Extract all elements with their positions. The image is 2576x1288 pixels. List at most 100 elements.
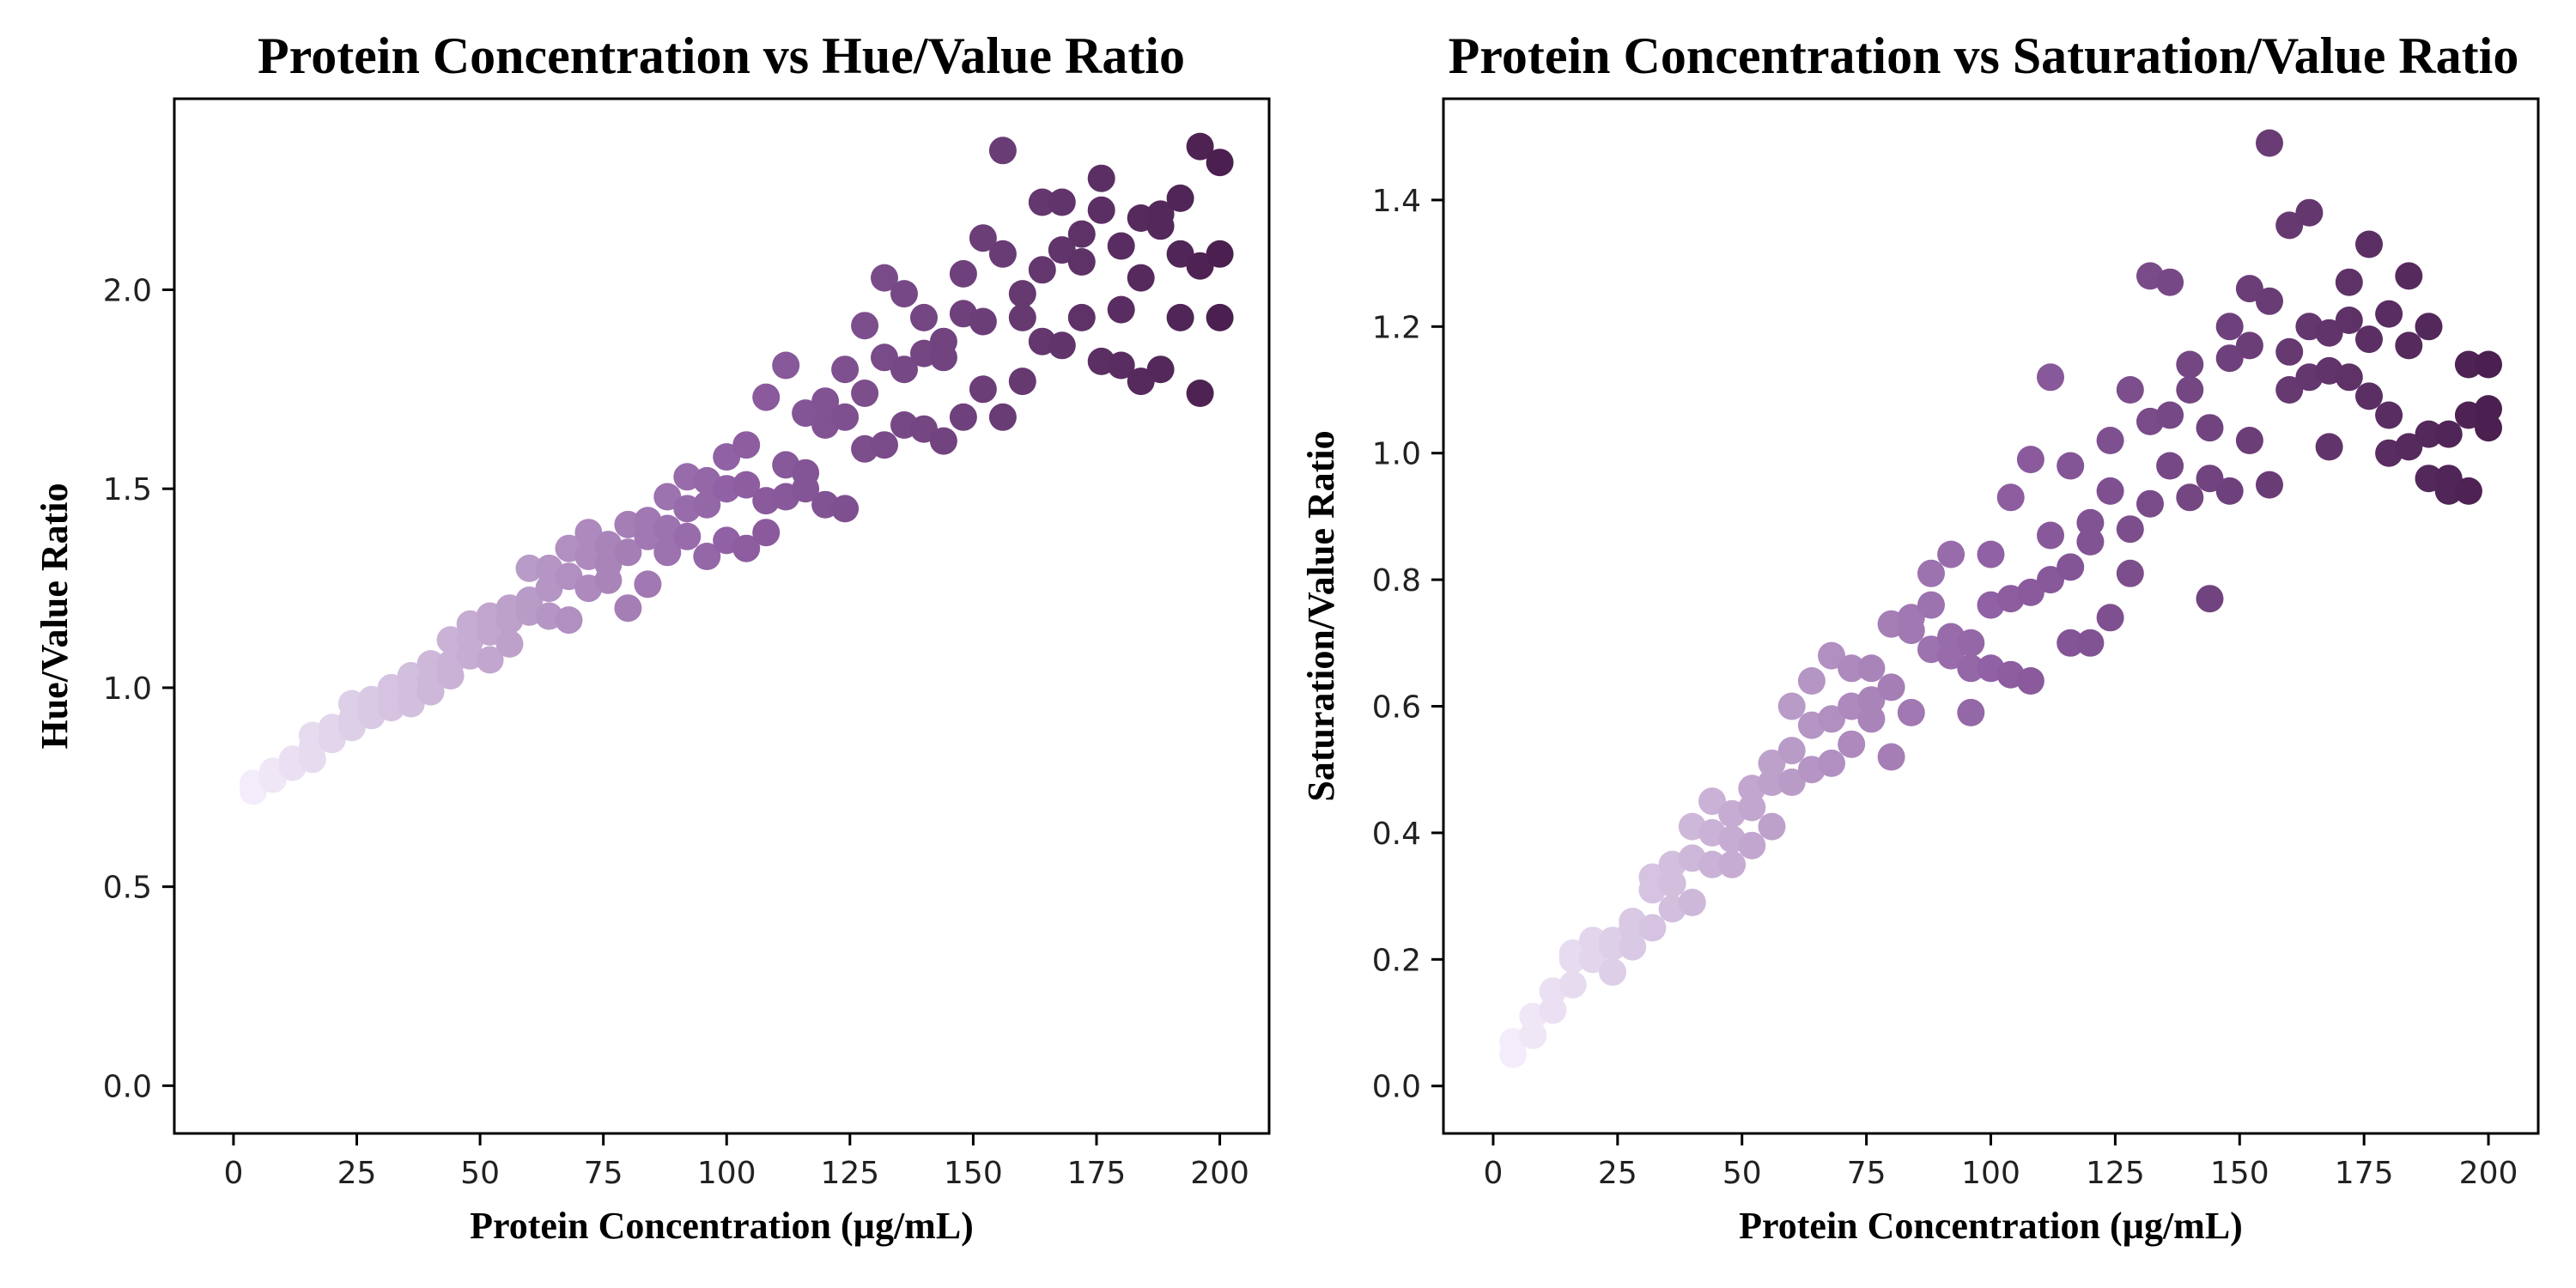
scatter-point [495,629,524,658]
x-tick-label: 100 [697,1156,756,1191]
scatter-point [2215,344,2244,373]
scatter-point [1957,698,1985,726]
scatter-point [831,495,860,523]
scatter-point [1838,654,1866,683]
scatter-point [2415,465,2443,493]
scatter-point [772,351,800,380]
scatter-point [2116,515,2144,544]
scatter-point [2016,578,2044,606]
y-tick-label: 1.0 [103,671,152,707]
scatter-point [2415,313,2443,341]
scatter-point [2096,604,2124,632]
scatter-point [2196,585,2224,613]
scatter-point [988,403,1017,431]
saturation-value-chart-title: Protein Concentration vs Saturation/Valu… [1449,27,2519,84]
scatter-point [2475,350,2502,379]
scatter-point [2375,401,2403,429]
y-tick-label: 1.2 [1372,310,1421,345]
y-tick-label: 1.5 [103,472,152,507]
scatter-point [1777,692,1806,720]
scatter-point [1857,654,1886,683]
scatter-point [614,538,642,567]
x-tick-label: 175 [1067,1156,1127,1191]
scatter-point [2315,319,2343,347]
scatter-point [2215,313,2244,341]
y-tick-label: 1.4 [1372,184,1421,219]
scatter-point [969,307,997,336]
scatter-point [673,522,702,550]
scatter-point [1186,380,1214,407]
scatter-point [2256,287,2283,315]
scatter-point [1166,303,1194,331]
scatter-point [871,343,898,372]
scatter-point [811,387,840,416]
scatter-point [792,459,820,487]
x-tick-label: 150 [2210,1156,2269,1191]
scatter-point [732,431,761,459]
scatter-point [1897,698,1925,726]
y-tick-label: 2.0 [103,273,152,308]
saturation-value-x-axis-label: Protein Concentration (µg/mL) [1739,1205,2243,1247]
scatter-point [1206,240,1234,268]
scatter-point [1917,559,1945,587]
scatter-point [2275,376,2304,404]
scatter-point [1067,248,1096,276]
x-tick-label: 0 [1484,1156,1504,1191]
scatter-point [929,427,957,455]
scatter-point [555,606,583,635]
scatter-point [2256,471,2283,499]
scatter-point [2116,559,2144,587]
scatter-point [1048,236,1076,264]
y-tick-label: 0.5 [103,871,152,906]
scatter-point [1067,220,1096,248]
scatter-point [2037,363,2064,392]
scatter-point [2355,230,2383,258]
scatter-point [2395,331,2423,360]
scatter-point [1758,749,1786,777]
scatter-point [1619,933,1647,961]
scatter-point [910,415,938,443]
scatter-point [1008,303,1036,331]
scatter-point [1166,240,1194,268]
scatter-point [1008,368,1036,396]
scatter-point [1048,331,1076,360]
scatter-point [1957,629,1985,657]
scatter-point [535,574,563,603]
scatter-point [594,550,623,579]
scatter-point [693,490,721,519]
scatter-point [1186,252,1214,280]
scatter-point [1797,667,1826,695]
scatter-point [1777,769,1806,796]
scatter-point [752,383,781,411]
scatter-point [1107,351,1135,380]
scatter-point [831,355,860,384]
scatter-point [1107,295,1135,324]
scatter-point [1028,188,1056,216]
scatter-point [1206,303,1234,331]
x-tick-label: 25 [337,1156,377,1191]
scatter-point [949,403,977,431]
x-tick-label: 100 [1961,1156,2020,1191]
x-tick-label: 25 [1598,1156,1637,1191]
scatter-point [1977,540,2005,568]
scatter-point [2395,433,2423,461]
scatter-point [1818,705,1845,733]
scatter-point [2475,414,2502,442]
hue-value-x-axis-label: Protein Concentration (µg/mL) [470,1205,974,1247]
scatter-point [1146,200,1175,228]
scatter-point [1048,188,1076,216]
scatter-point [2256,129,2283,157]
scatter-point [1087,196,1115,224]
y-tick-label: 0.8 [1372,563,1421,598]
y-tick-label: 0.4 [1372,817,1421,852]
scatter-point [1818,641,1845,670]
scatter-point [1127,264,1155,292]
saturation-value-y-axis-label: Saturation/Value Ratio [1300,430,1342,801]
scatter-point [515,586,544,614]
scatter-point [2176,376,2204,404]
scatter-point [969,224,997,252]
scatter-point [2454,350,2482,379]
scatter-point [1758,769,1786,796]
scatter-point [634,570,662,598]
